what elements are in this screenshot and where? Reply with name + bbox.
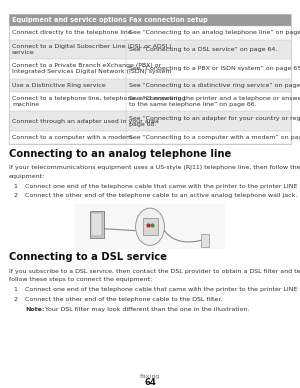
Bar	[9, 111, 291, 131]
Circle shape	[136, 208, 164, 245]
Text: Connect to a telephone line, telephone, and answering
machine: Connect to a telephone line, telephone, …	[12, 96, 186, 107]
Text: Your DSL filter may look different than the one in the illustration.: Your DSL filter may look different than …	[43, 307, 249, 312]
Text: 1: 1	[14, 287, 17, 292]
Text: See “Connecting to an adapter for your country or region” on
page 68.: See “Connecting to an adapter for your c…	[129, 116, 300, 126]
Text: Connect the other end of the telephone cable to the DSL filter.: Connect the other end of the telephone c…	[26, 296, 223, 301]
Text: Connect through an adapter used in your area: Connect through an adapter used in your …	[12, 119, 159, 124]
Text: See “Connecting to a PBX or ISDN system” on page 65.: See “Connecting to a PBX or ISDN system”…	[129, 66, 300, 71]
Text: 2: 2	[14, 193, 17, 198]
Text: Connect one end of the telephone cable that came with the printer to the printer: Connect one end of the telephone cable t…	[26, 287, 300, 292]
Text: See “Connecting to a DSL service” on page 64.: See “Connecting to a DSL service” on pag…	[129, 47, 278, 52]
Bar	[9, 59, 291, 79]
Text: Connect to a computer with a modem: Connect to a computer with a modem	[12, 135, 132, 140]
Bar	[91, 213, 102, 236]
Bar	[9, 92, 291, 111]
Bar	[75, 204, 225, 249]
Bar	[9, 79, 291, 92]
Text: 2: 2	[14, 296, 17, 301]
Text: Faxing: Faxing	[140, 374, 160, 379]
Text: If your telecommunications equipment uses a US-style (RJ11) telephone line, then: If your telecommunications equipment use…	[9, 165, 300, 170]
Text: If you subscribe to a DSL service, then contact the DSL provider to obtain a DSL: If you subscribe to a DSL service, then …	[9, 269, 300, 274]
Bar	[9, 26, 291, 40]
Text: See “Connecting to an analog telephone line” on page 64.: See “Connecting to an analog telephone l…	[129, 31, 300, 35]
Bar	[9, 40, 291, 59]
Text: Connect to a Digital Subscriber Line (DSL or ADSL)
service: Connect to a Digital Subscriber Line (DS…	[12, 44, 172, 55]
Bar	[142, 218, 158, 235]
Text: Connecting to an analog telephone line: Connecting to an analog telephone line	[9, 149, 231, 159]
Text: Connect directly to the telephone line: Connect directly to the telephone line	[12, 31, 132, 35]
Bar	[90, 211, 104, 238]
Text: Note:: Note:	[26, 307, 45, 312]
Text: equipment:: equipment:	[9, 174, 45, 179]
Text: See “Connecting to a distinctive ring service” on page 65.: See “Connecting to a distinctive ring se…	[129, 83, 300, 88]
Text: Fax connection setup: Fax connection setup	[129, 17, 208, 23]
Text: See “Connecting to a computer with a modem” on page 72.: See “Connecting to a computer with a mod…	[129, 135, 300, 140]
Text: See “Connecting the printer and a telephone or answering machine
to the same tel: See “Connecting the printer and a teleph…	[129, 96, 300, 107]
Bar	[201, 234, 208, 247]
Text: 1: 1	[14, 184, 17, 189]
Text: Use a Distinctive Ring service: Use a Distinctive Ring service	[12, 83, 106, 88]
Text: Connecting to a DSL service: Connecting to a DSL service	[9, 252, 167, 262]
Text: Connect to a Private Branch eXchange (PBX) or
Integrated Services Digital Networ: Connect to a Private Branch eXchange (PB…	[12, 63, 172, 74]
Text: follow these steps to connect the equipment:: follow these steps to connect the equipm…	[9, 277, 152, 282]
Text: Connect one end of the telephone cable that came with the printer to the printer: Connect one end of the telephone cable t…	[26, 184, 300, 189]
Text: Connect the other end of the telephone cable to an active analog telephone wall : Connect the other end of the telephone c…	[26, 193, 298, 198]
Text: 64: 64	[144, 378, 156, 387]
Bar	[9, 131, 291, 144]
Text: Equipment and service options: Equipment and service options	[12, 17, 127, 23]
Bar	[9, 14, 291, 26]
